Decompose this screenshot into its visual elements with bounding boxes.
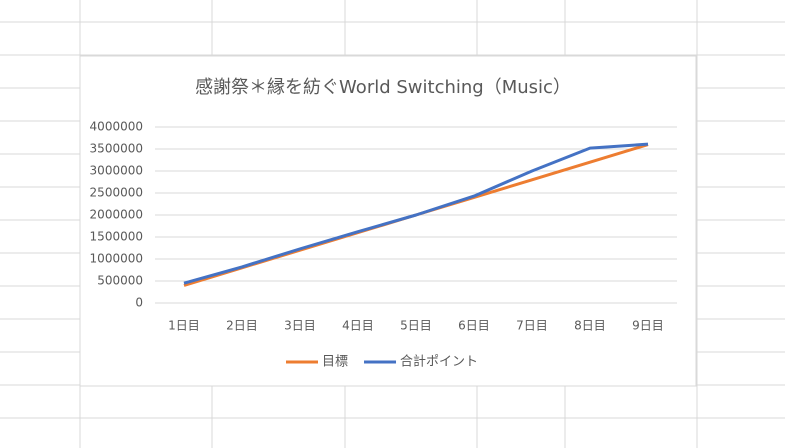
series-line (183, 142, 649, 285)
x-tick-label: 6日目 (458, 319, 490, 333)
y-tick-label: 3000000 (90, 164, 143, 178)
x-tick-label: 1日目 (168, 319, 200, 333)
y-tick-label: 1500000 (90, 230, 143, 244)
y-tick-label: 3500000 (90, 142, 143, 156)
chart-area (79, 55, 697, 387)
x-tick-label: 5日目 (400, 319, 432, 333)
x-tick-label: 9日目 (632, 319, 664, 333)
y-tick-label: 2000000 (90, 208, 143, 222)
y-tick-label: 1000000 (90, 252, 143, 266)
x-tick-label: 2日目 (226, 319, 258, 333)
y-tick-label: 4000000 (90, 120, 143, 134)
x-tick-label: 3日目 (284, 319, 316, 333)
y-tick-label: 500000 (97, 274, 143, 288)
x-tick-label: 4日目 (342, 319, 374, 333)
x-tick-label: 8日目 (574, 319, 606, 333)
y-tick-label: 0 (135, 296, 143, 310)
x-tick-label: 7日目 (516, 319, 548, 333)
legend-label: 合計ポイント (400, 354, 478, 370)
legend-label: 目標 (322, 355, 348, 370)
chart-title: 感謝祭＊縁を紡ぐWorld Switching（Music） (195, 77, 571, 98)
y-tick-label: 2500000 (90, 186, 143, 200)
